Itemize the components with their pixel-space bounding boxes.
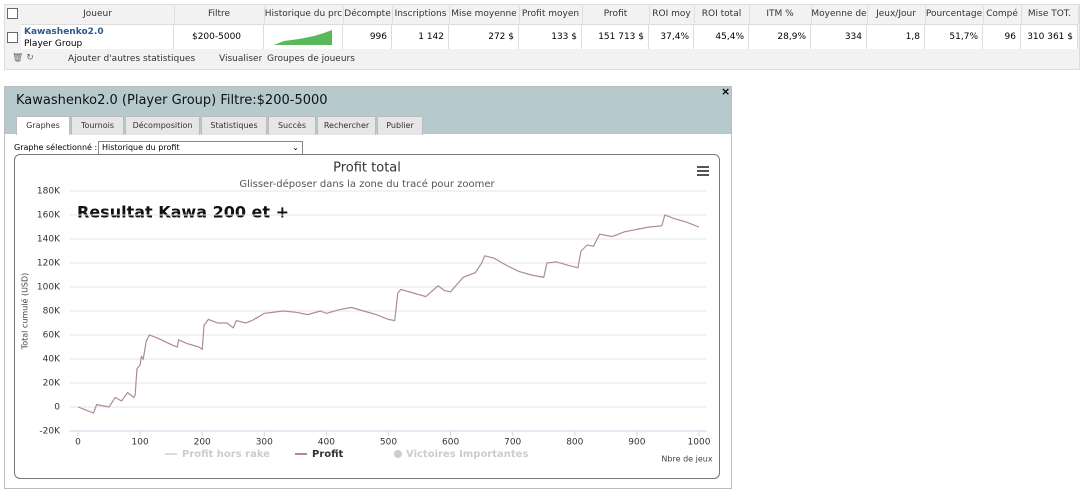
column-header[interactable]: Historique du prc [264,6,344,23]
y-tick-label: 100K [37,283,61,293]
chart: Profit total Glisser-déposer dans la zone… [20,161,713,464]
column-header[interactable]: Inscriptions [392,6,450,23]
column-header[interactable]: Filtre [174,6,265,23]
column-header[interactable]: Jeux/Jour [867,6,926,23]
select-label: Graphe sélectionné : [14,143,98,152]
stat-cell: 310 361 $ [1021,24,1078,49]
column-header[interactable]: Moyenne de [811,6,868,23]
x-axis-label: Nbre de jeux [661,455,712,464]
panel-title: Kawashenko2.0 (Player Group) Filtre:$200… [16,93,328,108]
chart-box: Profit total Glisser-déposer dans la zone… [14,154,720,479]
column-header[interactable]: Joueur [21,6,175,23]
select-value: Historique du profit [102,143,180,152]
toolbar-item[interactable]: Groupes de joueurs [267,54,355,64]
stat-cell: 96 [983,24,1021,49]
tab[interactable]: Tournois [71,116,124,135]
stat-cell: 37,4% [649,24,694,49]
stat-cell: 272 $ [449,24,519,49]
x-tick-label: 900 [628,438,645,448]
y-tick-label: 160K [37,211,61,221]
stat-cell: 996 [343,24,392,49]
close-button[interactable]: × [721,87,731,98]
menu-icon [697,166,709,176]
y-axis-label: Total cumulé (USD) [20,273,30,351]
x-tick-label: 800 [566,438,583,448]
x-tick-label: 700 [504,438,521,448]
x-tick-label: 100 [132,438,149,448]
legend-symbol [394,450,402,458]
column-header[interactable]: Mise moyenne [449,6,520,23]
annotation: Resultat Kawa 200 et + [77,203,289,222]
stat-cell: 51,7% [925,24,983,49]
y-tick-label: 60K [43,331,61,341]
y-tick-label: 140K [37,235,61,245]
y-tick-label: 40K [43,355,61,365]
x-tick-label: 400 [318,438,335,448]
y-tick-label: 20K [43,379,61,389]
y-tick-label: 80K [43,307,61,317]
tab[interactable]: Statistiques [201,116,267,135]
stats-table: Joueur Filtre Historique du prc Décompte Ins… [4,4,1080,70]
x-tick-label: 1000 [688,438,711,448]
column-header[interactable]: Profit [582,6,650,23]
player-group: Player Group [24,39,83,49]
x-tick-label: 300 [256,438,273,448]
header-checkbox[interactable] [7,8,18,19]
y-tick-label: 180K [37,187,61,197]
legend-item[interactable]: Profit hors rake [182,449,270,460]
x-tick-label: 500 [380,438,397,448]
y-tick-label: -20K [39,427,61,437]
chart-title: Profit total [333,161,401,176]
graph-select[interactable]: Historique du profit ⌄ [98,141,303,155]
sparkline-cell [264,24,343,49]
stat-cell: 334 [811,24,867,49]
chart-subtitle: Glisser-déposer dans la zone du tracé po… [239,178,495,190]
tab[interactable]: Rechercher [317,116,376,135]
x-tick-label: 200 [194,438,211,448]
tab[interactable]: Publier [377,116,423,135]
player-panel: Kawashenko2.0 (Player Group) Filtre:$200… [4,86,732,489]
column-header[interactable]: ITM % [749,6,812,23]
x-tick-label: 600 [442,438,459,448]
filter-cell: $200-5000 [174,24,264,49]
y-tick-label: 0 [54,403,60,413]
column-header[interactable]: ROI moy [649,6,695,23]
tab[interactable]: Décomposition [125,116,200,135]
stat-cell: 133 $ [519,24,582,49]
column-header[interactable]: Décompte [343,6,393,23]
row-checkbox[interactable] [7,32,18,43]
y-tick-label: 120K [37,259,61,269]
legend-item[interactable]: Profit [312,449,344,460]
player-cell: Kawashenko2.0 Player Group [21,24,174,49]
column-header[interactable]: ROI total [694,6,750,23]
column-header[interactable]: Pourcentage [925,6,984,23]
stat-cell: 1,8 [867,24,925,49]
legend-item[interactable]: Victoires Importantes [406,449,528,460]
tab[interactable]: Succès [268,116,316,135]
toolbar-item[interactable]: Visualiser [219,54,263,64]
tab[interactable]: Graphes [16,116,70,135]
stat-cell: 151 713 $ [582,24,649,49]
column-header[interactable]: Profit moyen [519,6,583,23]
x-tick-label: 0 [75,438,81,448]
stat-cell: 45,4% [694,24,749,49]
select-arrow: ⌄ [292,143,299,152]
profit-line [77,214,700,414]
toolbar-item[interactable]: Ajouter d'autres statistiques [68,54,196,64]
sparkline [274,30,332,45]
stat-cell: 1 142 [392,24,449,49]
player-name[interactable]: Kawashenko2.0 [24,27,104,37]
column-header[interactable]: Compé [983,6,1022,23]
stat-cell: 28,9% [749,24,811,49]
toolbar-icons: 🗑 ↻ [12,53,34,63]
column-header[interactable]: Mise TOT. [1021,6,1079,23]
